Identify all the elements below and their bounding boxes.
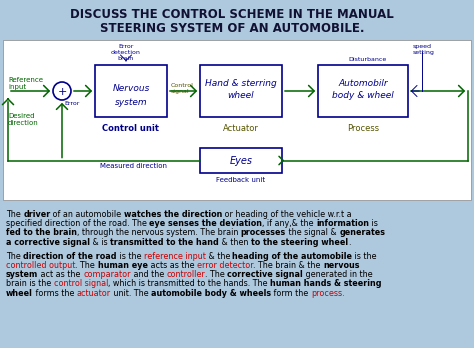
Text: system: system <box>115 98 147 107</box>
Text: Control unit: Control unit <box>102 124 159 133</box>
Text: information: information <box>316 219 369 228</box>
Text: specified direction of the road. The: specified direction of the road. The <box>6 219 149 228</box>
Text: Feedback unit: Feedback unit <box>217 177 265 183</box>
Text: or heading of the vehicle w.r.t a: or heading of the vehicle w.r.t a <box>222 210 352 219</box>
Text: human hands & steering: human hands & steering <box>270 279 382 288</box>
Text: wheel: wheel <box>228 90 255 100</box>
Text: DISCUSS THE CONTROL SCHEME IN THE MANUAL: DISCUSS THE CONTROL SCHEME IN THE MANUAL <box>70 8 394 21</box>
FancyBboxPatch shape <box>3 40 471 200</box>
Text: nervous: nervous <box>323 261 360 270</box>
Text: process.: process. <box>311 288 345 298</box>
Text: Eyes: Eyes <box>229 157 253 166</box>
Text: forms the: forms the <box>33 288 77 298</box>
Text: fed to the brain: fed to the brain <box>6 228 77 237</box>
Text: processes: processes <box>241 228 286 237</box>
Text: . The brain & the: . The brain & the <box>253 261 323 270</box>
Text: watches the direction: watches the direction <box>124 210 222 219</box>
Text: automobile body & wheels: automobile body & wheels <box>151 288 271 298</box>
Text: & then: & then <box>219 238 251 247</box>
Text: human eye: human eye <box>98 261 147 270</box>
Text: . The: . The <box>75 261 98 270</box>
Text: Measured direction: Measured direction <box>100 164 167 169</box>
FancyBboxPatch shape <box>200 65 282 117</box>
Text: corrective signal: corrective signal <box>228 270 303 279</box>
Text: Error: Error <box>64 101 79 106</box>
Text: , which is transmitted to the hands. The: , which is transmitted to the hands. The <box>108 279 270 288</box>
Text: comparator: comparator <box>83 270 131 279</box>
Text: brain is the: brain is the <box>6 279 54 288</box>
Text: Desired
direction: Desired direction <box>8 113 39 126</box>
Text: driver: driver <box>23 210 51 219</box>
Text: a corrective signal: a corrective signal <box>6 238 90 247</box>
Text: form the: form the <box>271 288 311 298</box>
Text: system: system <box>6 270 38 279</box>
Text: error detector: error detector <box>197 261 253 270</box>
Text: is the: is the <box>353 252 377 261</box>
Text: speed
setting: speed setting <box>413 44 435 55</box>
FancyBboxPatch shape <box>0 0 474 42</box>
Text: unit. The: unit. The <box>111 288 151 298</box>
FancyBboxPatch shape <box>200 148 282 173</box>
Text: heading of the automobile: heading of the automobile <box>233 252 353 261</box>
Text: of an automobile: of an automobile <box>51 210 124 219</box>
Text: STEERING SYSTEM OF AN AUTOMOBILE.: STEERING SYSTEM OF AN AUTOMOBILE. <box>100 22 364 35</box>
Text: Process: Process <box>347 124 379 133</box>
Text: Automobilr: Automobilr <box>338 79 388 87</box>
Text: Reference
input: Reference input <box>8 77 43 90</box>
Text: eye senses the deviation: eye senses the deviation <box>149 219 263 228</box>
Text: Control
signal: Control signal <box>171 83 194 94</box>
Text: , if any,& the: , if any,& the <box>263 219 316 228</box>
Text: controlled output: controlled output <box>6 261 75 270</box>
Text: act as the: act as the <box>38 270 83 279</box>
Text: transmitted to the hand: transmitted to the hand <box>110 238 219 247</box>
Text: . The: . The <box>205 270 228 279</box>
Text: , through the nervous system. The brain: , through the nervous system. The brain <box>77 228 241 237</box>
FancyBboxPatch shape <box>95 65 167 117</box>
Text: Hand & sterring: Hand & sterring <box>205 79 277 87</box>
Text: is: is <box>369 219 378 228</box>
Text: Actuator: Actuator <box>223 124 259 133</box>
Text: & the: & the <box>206 252 233 261</box>
Text: & is: & is <box>90 238 110 247</box>
Text: body & wheel: body & wheel <box>332 90 394 100</box>
Text: +: + <box>57 87 67 97</box>
Text: .: . <box>348 238 350 247</box>
Text: to the steering wheel: to the steering wheel <box>251 238 348 247</box>
Text: is the: is the <box>117 252 144 261</box>
Text: generated in the: generated in the <box>303 270 373 279</box>
Text: Nervous: Nervous <box>112 84 150 93</box>
Text: Disturbance: Disturbance <box>348 57 386 62</box>
Text: acts as the: acts as the <box>147 261 197 270</box>
FancyBboxPatch shape <box>318 65 408 117</box>
Text: generates: generates <box>339 228 385 237</box>
Text: The: The <box>6 210 23 219</box>
Text: actuator: actuator <box>77 288 111 298</box>
Text: direction of the road: direction of the road <box>23 252 117 261</box>
Text: reference input: reference input <box>144 252 206 261</box>
Text: control signal: control signal <box>54 279 108 288</box>
Text: controller: controller <box>166 270 205 279</box>
Text: Error
detection
brain: Error detection brain <box>111 44 141 61</box>
Text: The: The <box>6 252 23 261</box>
Circle shape <box>53 82 71 100</box>
Text: wheel: wheel <box>6 288 33 298</box>
Text: the signal &: the signal & <box>286 228 339 237</box>
Text: and the: and the <box>131 270 166 279</box>
